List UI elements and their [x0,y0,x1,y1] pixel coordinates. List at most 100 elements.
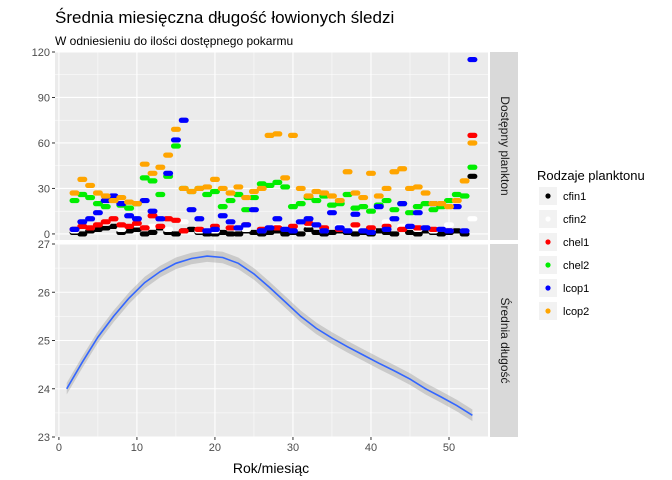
point-lcop1 [311,222,322,228]
point-lcop1 [170,137,181,143]
point-cfin1 [139,231,150,237]
point-chel2 [264,182,275,189]
point-cfin2 [116,226,127,232]
point-cfin1 [248,229,259,236]
point-lcop1 [69,226,80,232]
point-chel2 [412,204,423,210]
point-chel2 [202,191,213,198]
point-chel1 [287,223,298,229]
point-chel1 [85,225,96,231]
point-lcop2 [311,188,322,195]
point-lcop2 [233,184,244,190]
point-lcop1 [326,210,337,216]
point-lcop1 [350,211,361,217]
point-cfin2 [178,219,189,225]
point-lcop2 [373,193,384,199]
point-chel2 [389,207,400,213]
point-lcop2 [225,190,236,196]
legend-key-lcop2 [545,308,551,314]
point-chel2 [100,204,111,210]
point-lcop1 [241,222,252,228]
point-chel2 [225,197,236,204]
point-chel2 [295,201,306,207]
point-chel1 [124,223,135,229]
facet-strip-label: Dostępny plankton [498,96,512,195]
point-lcop1 [467,56,478,63]
point-lcop2 [155,164,166,170]
point-cfin1 [186,226,197,232]
point-cfin1 [295,231,306,237]
point-lcop2 [256,185,267,192]
point-lcop2 [389,169,400,175]
panel-content [66,250,473,422]
point-lcop2 [116,194,127,201]
legend-label: lcop1 [563,283,589,295]
point-lcop2 [295,185,306,192]
chart-title: Średnia miesięczna długość łowionych śle… [55,8,394,27]
y-tick-label: 27 [38,239,50,251]
point-lcop1 [319,228,330,234]
point-lcop2 [342,169,353,175]
point-chel1 [116,222,127,228]
point-chel2 [311,197,322,204]
point-cfin1 [147,229,158,236]
y-tick-label: 120 [32,47,50,59]
point-chel1 [100,219,111,225]
point-chel2 [209,188,220,195]
point-lcop1 [295,219,306,225]
point-lcop2 [248,188,259,195]
point-chel1 [350,222,361,228]
point-lcop1 [397,201,408,207]
point-lcop1 [342,228,353,234]
point-lcop1 [209,226,220,232]
point-lcop1 [92,210,103,216]
point-lcop1 [233,225,244,231]
point-lcop2 [194,185,205,192]
chart-subtitle: W odniesieniu do ilości dostępnego pokar… [55,34,293,48]
point-lcop2 [108,197,119,204]
point-lcop1 [436,226,447,232]
point-lcop2 [264,132,275,138]
point-lcop2 [365,170,376,176]
point-chel1 [178,228,189,234]
point-lcop1 [77,219,88,225]
point-cfin1 [389,231,400,237]
point-lcop2 [280,175,291,181]
point-lcop1 [256,228,267,234]
point-chel2 [170,143,181,149]
legend-label: chel1 [563,237,589,249]
point-chel2 [451,191,462,198]
point-cfin2 [163,226,174,232]
smooth-line [66,255,473,416]
point-chel2 [404,210,415,216]
point-lcop1 [248,207,259,213]
x-axis: 0 10 20 30 40 50 [56,437,455,454]
point-lcop1 [365,229,376,236]
point-lcop2 [428,201,439,207]
point-cfin1 [326,229,337,236]
facet-strip [490,52,518,240]
point-cfin1 [108,223,119,229]
legend: Rodzaje planktonu cfin1 cfin2 chel1 chel2 lc… [537,168,645,320]
point-chel2 [124,205,135,211]
x-tick-label: 50 [443,442,455,454]
point-cfin1 [280,231,291,237]
point-cfin1 [217,229,228,236]
point-cfin1 [451,228,462,234]
point-lcop1 [85,216,96,222]
point-lcop2 [404,185,415,192]
point-chel1 [131,220,142,226]
y-tick-label: 90 [38,92,50,104]
point-lcop1 [459,228,470,234]
point-chel2 [233,191,244,198]
legend-label: cfin2 [563,214,586,226]
point-lcop1 [116,201,127,207]
point-lcop2 [147,170,158,176]
point-lcop1 [124,213,135,219]
legend-label: cfin1 [563,191,586,203]
point-cfin1 [225,231,236,237]
point-chel2 [147,178,158,184]
y-tick-label: 23 [38,432,50,444]
point-cfin2 [147,223,158,229]
point-chel2 [326,202,337,208]
